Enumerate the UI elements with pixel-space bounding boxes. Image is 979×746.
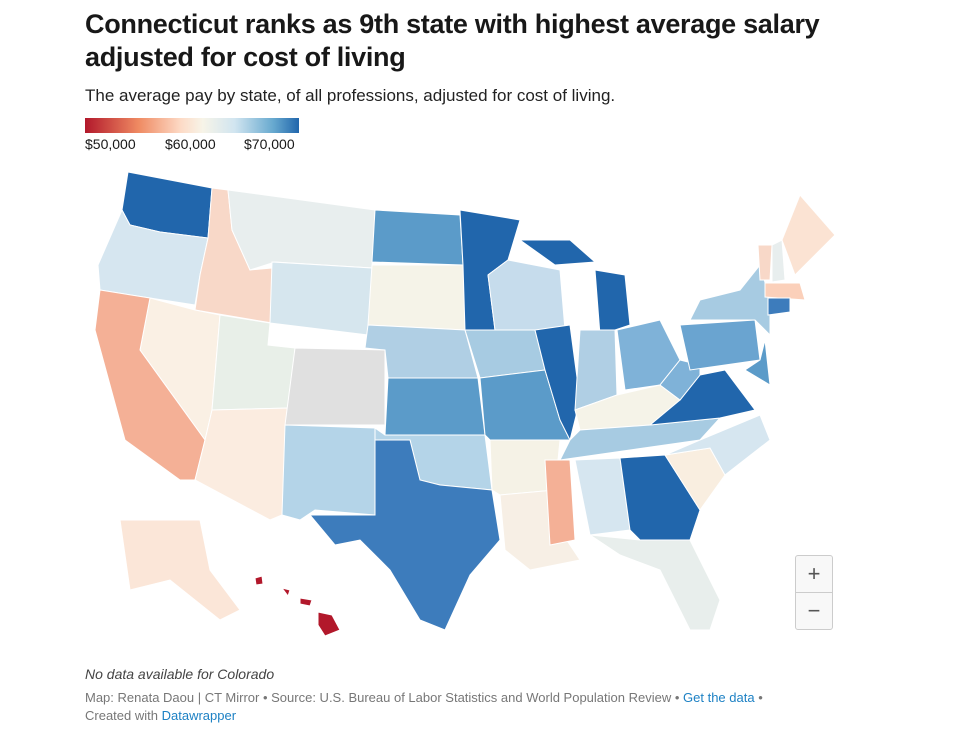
state-ms[interactable] (544, 459, 576, 546)
state-shape (211, 314, 296, 411)
get-data-link[interactable]: Get the data (683, 690, 755, 705)
state-mt[interactable] (227, 189, 376, 271)
state-me[interactable] (781, 194, 836, 276)
datawrapper-link[interactable]: Datawrapper (161, 708, 237, 723)
chart-subtitle: The average pay by state, of all profess… (85, 86, 616, 105)
state-shape (767, 297, 791, 316)
state-shape (280, 587, 291, 598)
state-shape (119, 519, 241, 621)
credit-text: Map: Renata Daou | CT Mirror • Source: U… (85, 690, 680, 705)
state-ak[interactable] (119, 519, 241, 621)
state-ct[interactable] (767, 297, 791, 316)
state-mi[interactable] (518, 239, 631, 336)
state-shape (589, 534, 721, 631)
state-tx[interactable] (308, 439, 501, 631)
state-shape (254, 575, 264, 586)
state-az[interactable] (194, 407, 291, 521)
state-nm[interactable] (281, 424, 376, 521)
chart-title: Connecticut ranks as 9th state with high… (85, 9, 820, 72)
state-shape (771, 239, 786, 283)
zoom-controls: + − (795, 555, 833, 630)
state-sd[interactable] (367, 264, 466, 331)
zoom-out-button[interactable]: − (796, 592, 832, 629)
state-co[interactable] (284, 347, 386, 426)
zoom-in-button[interactable]: + (807, 561, 821, 586)
footer: Map: Renata Daou | CT Mirror • Source: U… (85, 689, 845, 725)
state-nj[interactable] (744, 339, 771, 386)
legend-gradient (85, 118, 299, 133)
state-shape (664, 414, 771, 476)
legend-label-mid: $60,000 (165, 136, 216, 152)
state-nd[interactable] (371, 209, 464, 266)
state-shape (781, 194, 836, 276)
created-with-text: Created with (85, 708, 158, 723)
state-wy[interactable] (269, 261, 373, 336)
state-shape (757, 244, 773, 281)
state-hi[interactable] (254, 575, 341, 637)
state-wi[interactable] (487, 259, 566, 331)
state-shape (194, 407, 291, 521)
state-ma[interactable] (764, 282, 806, 301)
legend-label-min: $50,000 (85, 136, 136, 152)
state-shape (764, 282, 806, 301)
state-shape (308, 439, 501, 631)
state-shape (269, 261, 373, 336)
state-shape (281, 424, 376, 521)
state-shape (384, 377, 486, 436)
no-data-note: No data available for Colorado (85, 666, 275, 682)
state-shape (487, 259, 566, 331)
state-shape (284, 347, 386, 426)
separator: • (758, 690, 763, 705)
state-ut[interactable] (211, 314, 296, 411)
state-nc[interactable] (664, 414, 771, 476)
state-shape (744, 339, 771, 386)
state-shape (464, 329, 546, 379)
state-shape (594, 269, 631, 336)
state-ks[interactable] (384, 377, 486, 436)
state-shape (317, 611, 341, 637)
state-shape (367, 264, 466, 331)
state-shape (518, 239, 597, 266)
state-shape (544, 459, 576, 546)
state-shape (299, 597, 313, 607)
state-shape (679, 319, 761, 371)
state-shape (371, 209, 464, 266)
state-nh[interactable] (771, 239, 786, 283)
state-fl[interactable] (589, 534, 721, 631)
state-ia[interactable] (464, 329, 546, 379)
color-legend: $50,000 $60,000 $70,000 (85, 118, 299, 156)
legend-label-max: $70,000 (244, 136, 295, 152)
state-shape (227, 189, 376, 271)
state-vt[interactable] (757, 244, 773, 281)
state-pa[interactable] (679, 319, 761, 371)
